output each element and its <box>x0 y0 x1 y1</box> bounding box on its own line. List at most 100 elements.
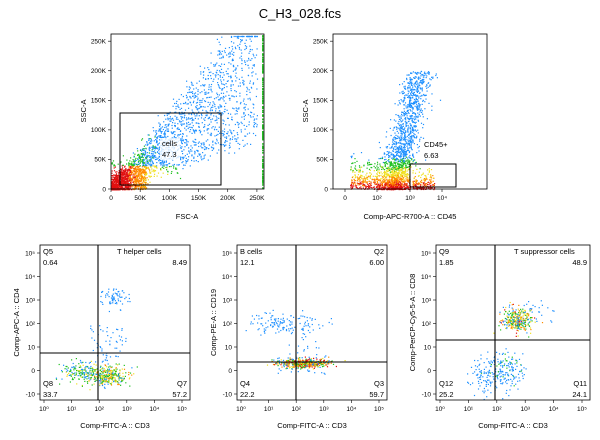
plot-frame <box>110 33 265 190</box>
x-tick-label: 10² <box>291 406 301 413</box>
y-tick-label: 10² <box>223 321 233 328</box>
quadrant-name: Q12 <box>439 379 453 388</box>
quadrant-name: Q3 <box>374 379 384 388</box>
gate-value: 47.3 <box>162 150 177 159</box>
page-title: C_H3_028.fcs <box>258 6 342 21</box>
y-tick-label: 150K <box>313 98 329 105</box>
quadrant-label: T suppressor cells <box>514 247 575 256</box>
x-tick-label: 10⁵ <box>374 406 384 413</box>
quadrant-value: 6.00 <box>369 258 384 267</box>
panel-cd45-ssc: 0 10² 10³ 10⁴ 0 50K 100K 150K 200K 250K CD45+ 6.6… <box>301 33 488 221</box>
quadrant-name: Q7 <box>177 379 187 388</box>
quadrant-value: 57.2 <box>172 390 187 399</box>
x-tick-label: 10² <box>94 406 104 413</box>
y-tick-label: 10⁵ <box>421 250 431 257</box>
x-axis-label: FSC-A <box>176 212 199 221</box>
y-axis-label: SSC-A <box>79 100 88 123</box>
quadrant-name: Q5 <box>43 247 53 256</box>
x-tick-label: 150K <box>191 195 207 202</box>
x-tick-label: 10³ <box>520 406 530 413</box>
x-tick-label: 10⁴ <box>149 406 159 413</box>
x-tick-label: 10⁴ <box>437 195 447 202</box>
axis-fsc-ssc: 0 50K 100K 150K 200K 250K 0 50K 100K 150K 200K 250K <box>91 38 265 202</box>
y-tick-label: 10 <box>225 344 233 351</box>
plot-frame <box>236 244 388 401</box>
y-tick-label: 10² <box>422 321 432 328</box>
y-tick-label: 10³ <box>422 297 432 304</box>
x-tick-label: 10⁰ <box>435 406 445 413</box>
y-tick-label: 10⁵ <box>25 250 35 257</box>
dots <box>467 300 555 401</box>
x-tick-label: 10⁴ <box>346 406 356 413</box>
x-tick-label: 10⁵ <box>177 406 187 413</box>
panel-fsc-ssc: 0 50K 100K 150K 200K 250K 0 50K 100K 150K 200K 250K… <box>79 33 265 221</box>
axis-cd45-ssc: 0 10² 10³ 10⁴ 0 50K 100K 150K 200K 250K <box>313 38 447 202</box>
gate-cd45[interactable] <box>409 163 457 188</box>
x-axis-label: Comp-FITC-A :: CD3 <box>277 421 347 430</box>
x-tick-label: 50K <box>134 195 146 202</box>
quadrant-value: 1.85 <box>439 258 454 267</box>
y-tick-label: -10 <box>223 391 233 398</box>
dots-cd45-ssc <box>350 70 442 191</box>
x-tick-label: 10¹ <box>264 406 274 413</box>
x-tick-label: 10³ <box>405 195 415 202</box>
y-axis-label: Comp-APC-A :: CD4 <box>12 288 21 356</box>
y-axis-label: SSC-A <box>301 100 310 123</box>
y-tick-label: -10 <box>422 391 432 398</box>
x-tick-label: 10³ <box>319 406 329 413</box>
gate-value: 6.63 <box>424 151 439 160</box>
y-tick-label: 200K <box>313 68 329 75</box>
y-tick-label: 250K <box>313 38 329 45</box>
panel-cd3-cd8: 10⁰ 10¹ 10² 10³ 10⁴ 10⁵ -10 0 10 10² 10³ 10⁴ 10⁵ Q9 1.… <box>408 244 591 430</box>
x-tick-label: 10² <box>492 406 502 413</box>
x-tick-label: 10³ <box>122 406 132 413</box>
x-tick-label: 0 <box>109 195 113 202</box>
quadrant-value: 0.64 <box>43 258 58 267</box>
y-tick-label: 100K <box>91 127 107 134</box>
y-tick-label: 0 <box>102 186 106 193</box>
quadrant-name: Q4 <box>240 379 250 388</box>
y-tick-label: 10³ <box>26 297 36 304</box>
gate-cells[interactable] <box>119 112 222 186</box>
x-tick-label: 10⁰ <box>39 406 49 413</box>
panel-cd3-cd19: 10⁰ 10¹ 10² 10³ 10⁴ 10⁵ -10 0 10 10² 10³ 10⁴ 10⁵ B ce… <box>209 244 388 430</box>
x-tick-label: 10⁵ <box>577 406 587 413</box>
y-tick-label: 0 <box>427 368 431 375</box>
y-tick-label: -10 <box>26 391 36 398</box>
x-tick-label: 10² <box>372 195 382 202</box>
x-tick-label: 250K <box>249 195 265 202</box>
dots <box>55 288 138 391</box>
x-tick-label: 200K <box>220 195 236 202</box>
y-tick-label: 200K <box>91 68 107 75</box>
plot-frame <box>435 244 591 401</box>
quadrant-name: B cells <box>240 247 262 256</box>
x-tick-label: 10¹ <box>464 406 474 413</box>
y-tick-label: 10 <box>28 344 36 351</box>
panel-cd3-cd4: 10⁰ 10¹ 10² 10³ 10⁴ 10⁵ -10 0 10 10² 10³ 10⁴ 10⁵ Q5 0.… <box>12 244 191 430</box>
quadrant-value: 59.7 <box>369 390 384 399</box>
y-tick-label: 100K <box>313 127 329 134</box>
x-tick-label: 100K <box>162 195 178 202</box>
y-tick-label: 10 <box>424 344 432 351</box>
quadrant-value: 48.9 <box>572 258 587 267</box>
y-tick-label: 150K <box>91 98 107 105</box>
y-axis-label: Comp-PE-A :: CD19 <box>209 289 218 356</box>
quadrant-value: 8.49 <box>172 258 187 267</box>
x-tick-label: 10¹ <box>67 406 77 413</box>
y-axis-label: Comp-PerCP-Cy5-5-A :: CD8 <box>408 274 417 372</box>
y-tick-label: 50K <box>316 157 328 164</box>
y-tick-label: 10⁴ <box>222 274 232 281</box>
quadrant-name: Q11 <box>573 379 587 388</box>
x-axis-label: Comp-APC-R700-A :: CD45 <box>364 212 457 221</box>
quadrant-name: Q2 <box>374 247 384 256</box>
dots-fsc-ssc <box>111 35 264 191</box>
x-tick-label: 0 <box>343 195 347 202</box>
y-tick-label: 0 <box>228 368 232 375</box>
gate-label: cells <box>162 139 177 148</box>
gate-label: CD45+ <box>424 140 448 149</box>
quadrant-value: 12.1 <box>240 258 255 267</box>
x-tick-label: 10⁰ <box>236 406 246 413</box>
y-tick-label: 10² <box>26 321 36 328</box>
quadrant-label: T helper cells <box>117 247 162 256</box>
